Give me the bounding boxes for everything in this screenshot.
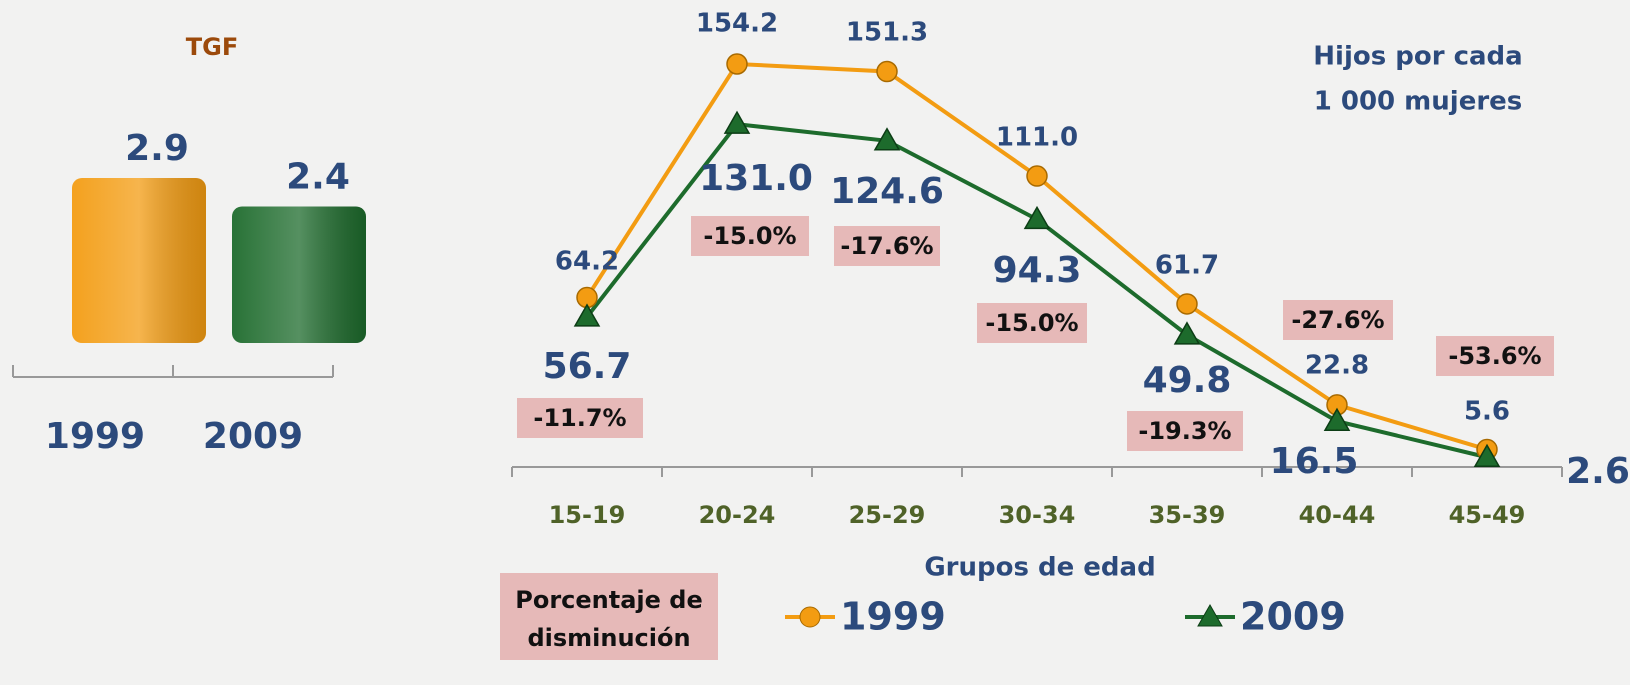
data-label: 61.7 <box>1155 251 1219 281</box>
decrease-label: -15.0% <box>703 222 796 250</box>
data-label: 2.4 <box>286 156 350 197</box>
x-tick-label: 25-29 <box>849 501 926 529</box>
decrease-label: -11.7% <box>533 404 626 432</box>
x-tick-label: 1999 <box>45 416 145 457</box>
marker <box>877 62 897 82</box>
legend-marker <box>800 607 820 627</box>
data-label: 94.3 <box>993 250 1082 291</box>
data-label: 111.0 <box>996 123 1078 153</box>
decrease-label: -27.6% <box>1291 306 1384 334</box>
decrease-label: -19.3% <box>1138 417 1231 445</box>
decrease-label: -17.6% <box>840 232 933 260</box>
x-tick-label: 35-39 <box>1149 501 1226 529</box>
data-label: 49.8 <box>1143 360 1232 401</box>
data-label: 5.6 <box>1464 397 1510 427</box>
data-label: 56.7 <box>543 346 632 387</box>
data-label: 154.2 <box>696 9 778 39</box>
data-label: 2.9 <box>125 128 189 169</box>
decrease-legend: Porcentaje de <box>515 586 703 614</box>
decrease-legend: disminución <box>527 624 690 652</box>
data-label: 64.2 <box>555 247 619 277</box>
data-label: 16.5 <box>1270 441 1359 482</box>
x-tick-label: 45-49 <box>1449 501 1526 529</box>
x-axis-label: Grupos de edad <box>924 553 1155 583</box>
x-tick-label: 20-24 <box>699 501 776 529</box>
unit-label: 1 000 mujeres <box>1314 87 1523 117</box>
x-tick-label: 2009 <box>203 416 303 457</box>
decrease-label: -53.6% <box>1448 342 1541 370</box>
chart-title: TGF <box>186 33 238 61</box>
data-label: 2.6 <box>1566 451 1630 492</box>
bar-shine <box>232 206 366 343</box>
decrease-label: -15.0% <box>985 309 1078 337</box>
x-tick-label: 40-44 <box>1299 501 1376 529</box>
x-tick-label: 15-19 <box>549 501 626 529</box>
chart: TGF 2.9 1999 2.4 2009 15-19 20-24 25-29 30-34 35-… <box>0 0 1630 685</box>
marker <box>1177 294 1197 314</box>
data-label: 131.0 <box>699 158 813 199</box>
marker <box>1027 166 1047 186</box>
data-label: 124.6 <box>830 171 944 212</box>
data-label: 151.3 <box>846 18 928 48</box>
bar-shine <box>72 178 206 343</box>
marker <box>727 54 747 74</box>
legend-label: 2009 <box>1240 595 1346 639</box>
x-tick-label: 30-34 <box>999 501 1076 529</box>
legend-label: 1999 <box>840 595 946 639</box>
data-label: 22.8 <box>1305 351 1369 381</box>
unit-label: Hijos por cada <box>1313 42 1522 72</box>
